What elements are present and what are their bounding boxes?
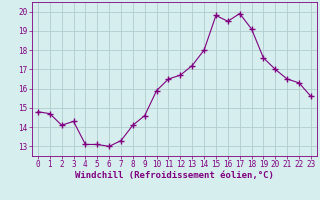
X-axis label: Windchill (Refroidissement éolien,°C): Windchill (Refroidissement éolien,°C) [75,171,274,180]
